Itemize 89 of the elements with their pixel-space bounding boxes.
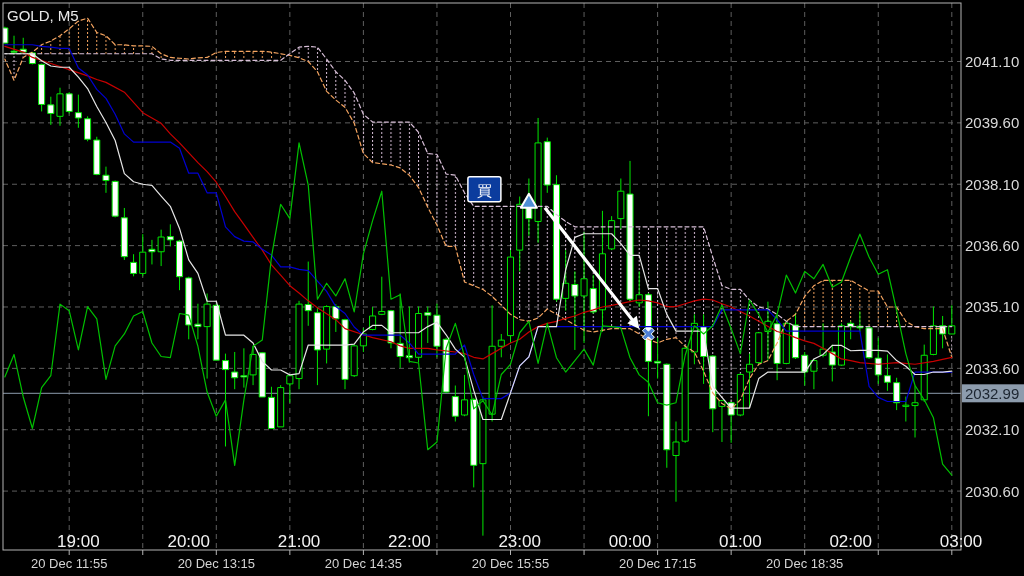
y-tick-label: 2039.60 bbox=[965, 114, 1020, 132]
candlestick bbox=[10, 35, 18, 56]
candlestick bbox=[185, 276, 193, 340]
candlestick bbox=[893, 377, 901, 411]
candlestick bbox=[948, 304, 956, 335]
annotation: 買 bbox=[476, 181, 492, 199]
candlestick bbox=[249, 345, 257, 386]
candlestick bbox=[139, 233, 147, 277]
ref-line-label: 2032.99 bbox=[965, 384, 1020, 402]
candlestick bbox=[267, 386, 275, 429]
candlestick bbox=[424, 306, 432, 344]
x2-tick-label: 19:00 bbox=[57, 531, 100, 551]
candlestick bbox=[212, 303, 220, 362]
candlestick bbox=[497, 333, 505, 358]
y-tick-label: 2032.10 bbox=[965, 421, 1020, 439]
candlestick bbox=[828, 344, 836, 382]
x-tick-label: 20 Dec 18:35 bbox=[766, 555, 844, 571]
x-tick-label: 20 Dec 15:55 bbox=[471, 555, 550, 571]
x2-tick-label: 02:00 bbox=[829, 531, 872, 551]
y-tick-label: 2035.10 bbox=[965, 298, 1020, 316]
candlestick bbox=[341, 318, 349, 390]
candlestick bbox=[84, 115, 92, 142]
line-series bbox=[4, 142, 953, 476]
y-tick-label: 2030.60 bbox=[965, 482, 1020, 500]
candlestick bbox=[38, 63, 46, 112]
candlestick bbox=[810, 358, 818, 390]
candlestick bbox=[102, 166, 110, 194]
candlestick bbox=[405, 306, 413, 364]
candlestick bbox=[746, 353, 754, 408]
candlestick bbox=[313, 306, 321, 386]
candlestick bbox=[3, 26, 9, 44]
candlestick bbox=[369, 306, 377, 331]
y-tick-label: 2033.60 bbox=[965, 359, 1020, 377]
candlestick bbox=[451, 385, 459, 423]
candlestick bbox=[323, 304, 331, 364]
x2-tick-label: 23:00 bbox=[498, 531, 541, 551]
candlestick bbox=[929, 306, 937, 356]
x2-tick-label: 21:00 bbox=[277, 531, 321, 551]
candlestick bbox=[258, 351, 266, 398]
candlestick bbox=[277, 384, 285, 428]
candlestick bbox=[589, 274, 597, 315]
candlestick bbox=[350, 344, 358, 378]
candlestick bbox=[74, 94, 82, 129]
candlestick bbox=[387, 309, 395, 349]
x2-tick-label: 00:00 bbox=[608, 531, 652, 551]
candlestick bbox=[506, 249, 515, 344]
candlestick bbox=[415, 306, 423, 364]
candlestick bbox=[93, 136, 101, 176]
candlestick bbox=[47, 96, 55, 126]
candlestick bbox=[56, 87, 64, 127]
candlestick bbox=[883, 353, 891, 392]
x-tick-label: 20 Dec 17:15 bbox=[618, 555, 697, 571]
candlestick bbox=[543, 137, 551, 194]
candlestick bbox=[654, 337, 662, 380]
y-tick-label: 2036.60 bbox=[965, 237, 1020, 255]
x-tick-label: 20 Dec 14:35 bbox=[324, 555, 403, 571]
chart-title: GOLD, M5 bbox=[7, 6, 79, 24]
candlestick bbox=[65, 91, 73, 114]
candlestick bbox=[461, 374, 469, 417]
candlestick bbox=[470, 397, 478, 488]
candlestick bbox=[240, 347, 248, 389]
x2-tick-label: 03:00 bbox=[939, 531, 983, 551]
x2-tick-label: 22:00 bbox=[388, 531, 431, 551]
x2-tick-label: 01:00 bbox=[719, 531, 762, 551]
candlestick bbox=[175, 239, 184, 291]
candlestick bbox=[396, 292, 404, 369]
candlestick bbox=[221, 353, 230, 447]
candlestick bbox=[231, 351, 239, 390]
candlestick bbox=[111, 180, 119, 218]
x2-tick-label: 20:00 bbox=[167, 531, 210, 551]
candlestick bbox=[874, 337, 882, 385]
candlestick bbox=[304, 261, 312, 327]
candlestick bbox=[672, 421, 680, 503]
candlestick bbox=[166, 223, 174, 247]
y-tick-label: 2038.10 bbox=[965, 175, 1020, 193]
candlestick bbox=[130, 253, 138, 277]
x-tick-label: 20 Dec 13:15 bbox=[177, 555, 255, 571]
candlestick bbox=[681, 345, 689, 444]
candlestick bbox=[801, 351, 809, 387]
candlestick bbox=[332, 303, 340, 333]
candlestick bbox=[120, 207, 128, 261]
candlestick bbox=[755, 331, 763, 366]
candlestick bbox=[663, 362, 671, 469]
x-tick-label: 20 Dec 11:55 bbox=[31, 555, 108, 571]
candlestick bbox=[552, 174, 560, 303]
candlestick bbox=[378, 276, 386, 316]
candlestick bbox=[516, 196, 524, 272]
candlestick bbox=[562, 249, 570, 312]
y-tick-label: 2041.10 bbox=[965, 53, 1020, 70]
